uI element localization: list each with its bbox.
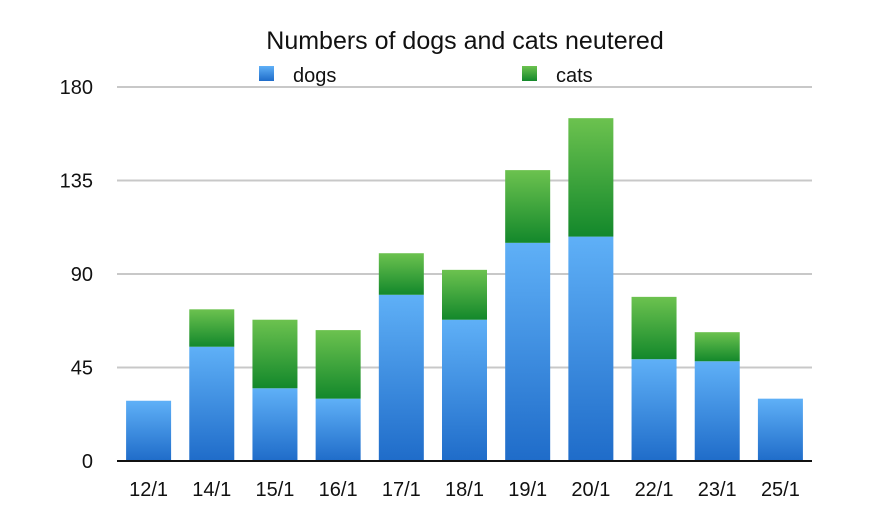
bar-cats-23-1 — [694, 332, 740, 362]
y-axis-ticks: 0 45 90 135 180 — [60, 77, 93, 473]
bar-dogs-19-1 — [505, 242, 551, 461]
legend-swatch-cats — [522, 66, 537, 81]
legend: dogs cats — [259, 65, 593, 87]
y-tick-label: 90 — [71, 264, 93, 286]
chart-title: Numbers of dogs and cats neutered — [266, 27, 663, 55]
bar-dogs-12-1 — [126, 400, 172, 461]
bar-dogs-15-1 — [252, 388, 298, 461]
x-tick-label: 23/1 — [698, 479, 737, 501]
x-tick-label: 16/1 — [319, 479, 358, 501]
bar-dogs-20-1 — [568, 236, 614, 461]
bar-cats-20-1 — [568, 118, 614, 237]
y-tick-label: 135 — [60, 171, 93, 193]
legend-label-cats: cats — [556, 65, 593, 87]
x-tick-label: 15/1 — [255, 479, 294, 501]
bar-cats-15-1 — [252, 319, 298, 389]
x-tick-label: 12/1 — [129, 479, 168, 501]
bar-cats-14-1 — [189, 309, 235, 347]
bars — [126, 118, 803, 461]
y-tick-label: 180 — [60, 77, 93, 99]
bar-cats-16-1 — [315, 330, 361, 399]
legend-label-dogs: dogs — [293, 65, 336, 87]
bar-cats-22-1 — [631, 296, 677, 360]
legend-swatch-dogs — [259, 66, 274, 81]
bar-cats-18-1 — [442, 269, 487, 320]
x-tick-label: 25/1 — [761, 479, 800, 501]
bar-dogs-16-1 — [315, 398, 361, 461]
x-tick-label: 19/1 — [508, 479, 547, 501]
bar-dogs-23-1 — [694, 361, 740, 461]
y-tick-label: 0 — [82, 451, 93, 473]
bar-dogs-22-1 — [631, 359, 677, 461]
bar-dogs-14-1 — [189, 346, 235, 461]
x-axis-ticks: 12/1 14/1 15/1 16/1 17/1 18/1 19/1 20/1 22/1 23/1… — [129, 479, 800, 501]
bar-dogs-17-1 — [378, 294, 424, 461]
x-tick-label: 18/1 — [445, 479, 484, 501]
x-tick-label: 14/1 — [192, 479, 231, 501]
bar-cats-17-1 — [378, 253, 424, 295]
y-tick-label: 45 — [71, 358, 93, 380]
x-tick-label: 22/1 — [635, 479, 674, 501]
bar-cats-19-1 — [505, 170, 551, 243]
x-tick-label: 17/1 — [382, 479, 421, 501]
bar-dogs-18-1 — [442, 319, 487, 461]
bar-dogs-25-1 — [757, 398, 803, 461]
x-tick-label: 20/1 — [571, 479, 610, 501]
